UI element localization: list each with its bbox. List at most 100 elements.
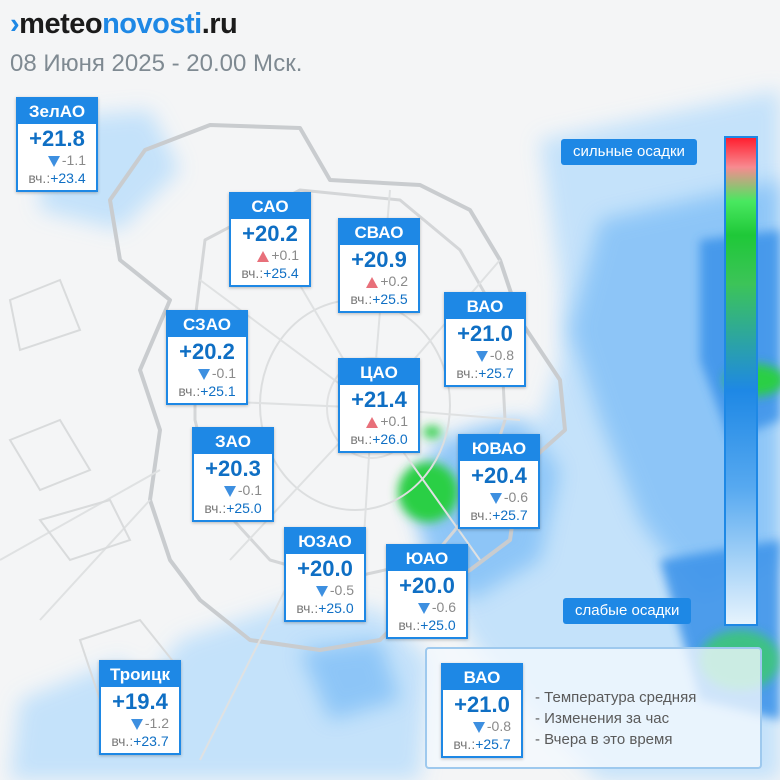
legend-item-hourly-change: - Изменения за час xyxy=(535,710,670,727)
hourly-change: +0.1 xyxy=(340,413,418,429)
district-card-legend-example: ВАО +21.0 -0.8 вч.:+25.7 xyxy=(441,663,523,758)
district-name: Троицк xyxy=(101,662,179,687)
logo-part-domain: .ru xyxy=(201,8,238,40)
yesterday-value: +26.0 xyxy=(372,431,408,447)
district-name: ВАО xyxy=(446,294,524,319)
yesterday-label: вч.: xyxy=(28,170,51,186)
yesterday-temperature: вч.:+26.0 xyxy=(340,431,418,448)
hourly-change: +0.1 xyxy=(231,247,309,263)
district-card-item-5: ЦАО +21.4 +0.1 вч.:+26.0 xyxy=(338,358,420,453)
district-temperature: +20.9 xyxy=(351,247,407,272)
hourly-change-value: -0.8 xyxy=(486,718,511,734)
hourly-change: -0.5 xyxy=(286,582,364,598)
yesterday-label: вч.: xyxy=(470,507,493,523)
yesterday-label: вч.: xyxy=(204,500,227,516)
yesterday-label: вч.: xyxy=(456,365,479,381)
district-temperature: +21.4 xyxy=(351,387,407,412)
hourly-change-value: -0.6 xyxy=(503,489,528,505)
district-card-item-6: ЗАО +20.3 -0.1 вч.:+25.0 xyxy=(192,427,274,522)
yesterday-label: вч.: xyxy=(398,617,421,633)
trend-down-icon xyxy=(223,485,236,497)
district-temperature: +20.0 xyxy=(399,573,455,598)
hourly-change: +0.2 xyxy=(340,273,418,289)
hourly-change-value: -1.2 xyxy=(144,715,169,731)
district-name: САО xyxy=(231,194,309,219)
yesterday-label: вч.: xyxy=(178,383,201,399)
yesterday-temperature: вч.:+25.7 xyxy=(446,365,524,382)
district-temperature: +21.8 xyxy=(29,126,85,151)
yesterday-value: +25.5 xyxy=(372,291,408,307)
logo-mark-icon: › xyxy=(10,8,20,40)
light-precipitation-label: слабые осадки xyxy=(563,598,692,624)
precipitation-color-scale xyxy=(724,136,758,626)
district-temperature: +20.4 xyxy=(471,463,527,488)
hourly-change: -0.8 xyxy=(446,347,524,363)
yesterday-label: вч.: xyxy=(241,265,264,281)
district-name: ЦАО xyxy=(340,360,418,385)
yesterday-temperature: вч.:+25.7 xyxy=(460,507,538,524)
hourly-change-value: +0.2 xyxy=(380,273,408,289)
trend-down-icon xyxy=(47,155,60,167)
trend-down-icon xyxy=(417,602,430,614)
district-name: СЗАО xyxy=(168,312,246,337)
hourly-change-value: +0.1 xyxy=(271,247,299,263)
yesterday-label: вч.: xyxy=(350,431,373,447)
district-name: ЮВАО xyxy=(460,436,538,461)
yesterday-temperature: вч.:+25.5 xyxy=(340,291,418,308)
yesterday-label: вч.: xyxy=(453,736,476,752)
legend-item-temperature: - Температура средняя xyxy=(535,689,697,706)
district-card-item-10: Троицк +19.4 -1.2 вч.:+23.7 xyxy=(99,660,181,755)
hourly-change-value: -0.8 xyxy=(489,347,514,363)
logo-part-meteo: meteo xyxy=(19,8,103,40)
hourly-change-value: -0.5 xyxy=(329,582,354,598)
hourly-change-value: -0.1 xyxy=(237,482,262,498)
yesterday-value: +25.4 xyxy=(263,265,299,281)
header: ›meteonovosti.ru 08 Июня 2025 - 20.00 Мс… xyxy=(10,6,302,78)
district-name: ЮЗАО xyxy=(286,529,364,554)
district-card-item-4: СЗАО +20.2 -0.1 вч.:+25.1 xyxy=(166,310,248,405)
trend-down-icon xyxy=(315,585,328,597)
district-card-item-0: ЗелАО +21.8 -1.1 вч.:+23.4 xyxy=(16,97,98,192)
yesterday-value: +23.4 xyxy=(50,170,86,186)
yesterday-value: +25.7 xyxy=(475,736,511,752)
yesterday-value: +25.7 xyxy=(478,365,514,381)
yesterday-label: вч.: xyxy=(111,733,134,749)
site-logo[interactable]: ›meteonovosti.ru xyxy=(10,6,302,42)
trend-down-icon xyxy=(475,350,488,362)
hourly-change: -0.1 xyxy=(194,482,272,498)
yesterday-temperature: вч.:+25.0 xyxy=(194,500,272,517)
district-card-item-2: СВАО +20.9 +0.2 вч.:+25.5 xyxy=(338,218,420,313)
district-name: ЗелАО xyxy=(18,99,96,124)
yesterday-temperature: вч.:+25.0 xyxy=(388,617,466,634)
hourly-change-value: -0.6 xyxy=(431,599,456,615)
hourly-change-value: +0.1 xyxy=(380,413,408,429)
trend-down-icon xyxy=(130,718,143,730)
trend-up-icon xyxy=(366,416,379,428)
hourly-change: -0.6 xyxy=(388,599,466,615)
yesterday-temperature: вч.:+25.7 xyxy=(443,736,521,753)
yesterday-temperature: вч.:+25.4 xyxy=(231,265,309,282)
date-time-subtitle: 08 Июня 2025 - 20.00 Мск. xyxy=(10,50,303,77)
trend-down-icon xyxy=(472,721,485,733)
yesterday-temperature: вч.:+25.1 xyxy=(168,383,246,400)
district-card-item-7: ЮВАО +20.4 -0.6 вч.:+25.7 xyxy=(458,434,540,529)
hourly-change: -0.8 xyxy=(443,718,521,734)
yesterday-value: +25.0 xyxy=(226,500,262,516)
district-card-item-3: ВАО +21.0 -0.8 вч.:+25.7 xyxy=(444,292,526,387)
yesterday-value: +23.7 xyxy=(133,733,169,749)
hourly-change: -0.1 xyxy=(168,365,246,381)
yesterday-temperature: вч.:+23.4 xyxy=(18,170,96,187)
hourly-change-value: -1.1 xyxy=(61,152,86,168)
district-temperature: +19.4 xyxy=(112,689,168,714)
legend-item-yesterday: - Вчера в это время xyxy=(535,731,673,748)
yesterday-value: +25.1 xyxy=(200,383,236,399)
heavy-precipitation-label: сильные осадки xyxy=(561,139,697,165)
trend-up-icon xyxy=(366,276,379,288)
district-temperature: +21.0 xyxy=(457,321,513,346)
yesterday-temperature: вч.:+25.0 xyxy=(286,600,364,617)
district-name: ЮАО xyxy=(388,546,466,571)
district-temperature: +21.0 xyxy=(454,692,510,717)
district-temperature: +20.2 xyxy=(242,221,298,246)
hourly-change: -1.1 xyxy=(18,152,96,168)
yesterday-label: вч.: xyxy=(296,600,319,616)
